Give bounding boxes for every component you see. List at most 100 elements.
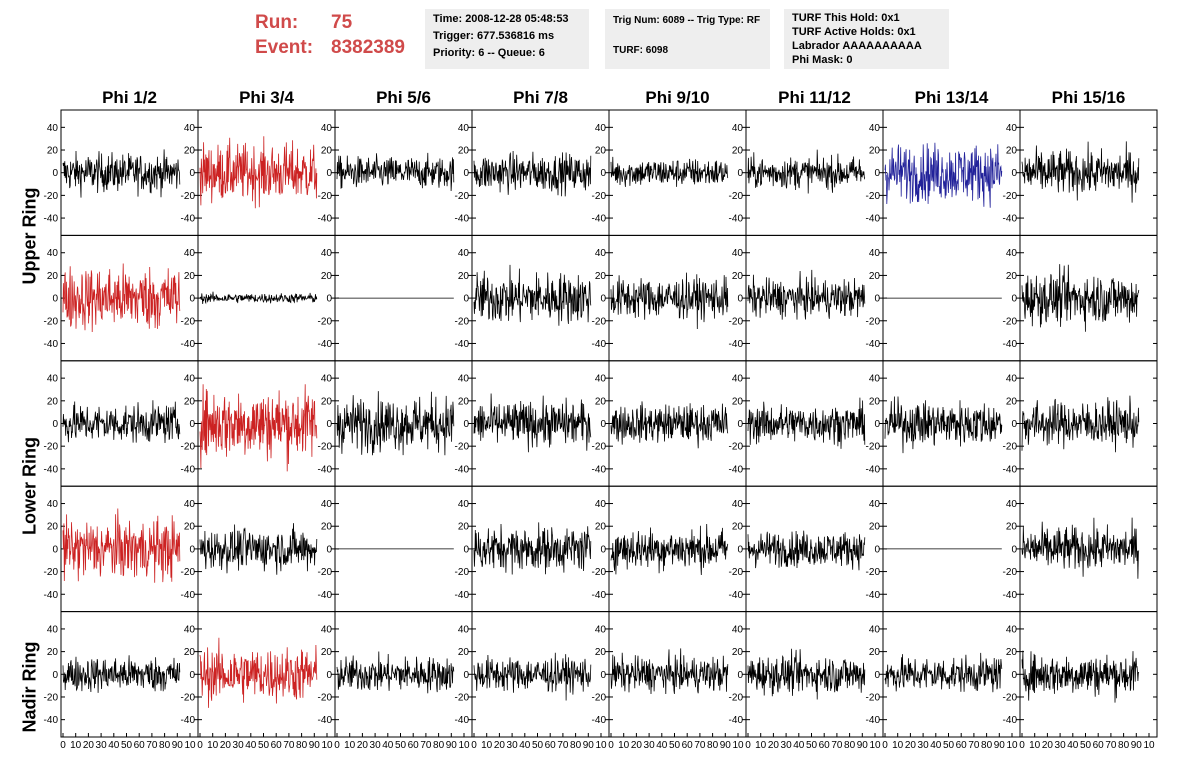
y-tick-label: -20 [44, 692, 59, 703]
x-tick-label: 10 [869, 740, 881, 751]
y-tick-label: 20 [732, 396, 744, 407]
waveform-trace [473, 652, 592, 701]
waveform-trace [610, 401, 729, 449]
y-tick-label: 20 [595, 396, 607, 407]
x-tick-label: 20 [768, 740, 780, 751]
y-tick-label: -20 [866, 191, 881, 202]
y-tick-label: 0 [600, 294, 606, 305]
waveform-trace [1021, 141, 1140, 203]
x-tick-label: 40 [108, 740, 120, 751]
y-tick-label: 40 [458, 499, 470, 510]
y-tick-label: 20 [184, 522, 196, 533]
x-tick-label: 10 [1143, 740, 1155, 751]
waveform-trace [884, 142, 1003, 208]
x-tick-label: 50 [258, 740, 270, 751]
x-tick-label: 70 [831, 740, 843, 751]
panel-r2-c1: -40 -20 0 20 40 [181, 360, 336, 487]
y-tick-label: 0 [1011, 294, 1017, 305]
panel-r4-c0: -40 -20 0 20 40 [44, 611, 199, 738]
x-tick-label: 10 [344, 740, 356, 751]
y-tick-label: 20 [458, 522, 470, 533]
y-tick-label: -40 [592, 214, 607, 225]
panel-r4-c3: -40 -20 0 20 40 [455, 611, 610, 738]
y-tick-label: -20 [455, 567, 470, 578]
waveform-trace [199, 523, 318, 575]
y-tick-label: 0 [326, 168, 332, 179]
labrador-line: Labrador AAAAAAAAAA [792, 40, 922, 52]
y-tick-label: 40 [47, 374, 59, 385]
y-tick-label: -40 [455, 339, 470, 350]
x-tick-label: 20 [357, 740, 369, 751]
y-tick-label: -40 [729, 590, 744, 601]
y-tick-label: 0 [189, 670, 195, 681]
trig-num-line: Trig Num: 6089 -- Trig Type: RF [613, 15, 761, 26]
y-tick-label: -40 [1003, 590, 1018, 601]
y-tick-label: -20 [592, 316, 607, 327]
y-tick-label: 0 [52, 168, 58, 179]
waveform-trace [1021, 517, 1140, 579]
y-tick-label: 20 [184, 271, 196, 282]
y-tick-label: -20 [455, 191, 470, 202]
waveform-trace [747, 149, 866, 194]
x-tick-label: 60 [1093, 740, 1105, 751]
y-tick-label: -40 [181, 590, 196, 601]
y-tick-label: -20 [181, 316, 196, 327]
x-tick-label: 90 [309, 740, 321, 751]
waveform-trace [473, 150, 592, 197]
panel-r2-c4: -40 -20 0 20 40 [592, 360, 747, 487]
y-tick-label: -20 [181, 692, 196, 703]
x-tick-label: 10 [1029, 740, 1041, 751]
panel-r3-c3: -40 -20 0 20 40 [455, 485, 610, 613]
y-tick-label: 0 [1011, 419, 1017, 430]
y-tick-label: -40 [1003, 464, 1018, 475]
y-tick-label: 40 [595, 123, 607, 134]
y-tick-label: 20 [458, 396, 470, 407]
y-tick-label: 40 [869, 374, 881, 385]
waveform-trace [473, 522, 592, 575]
y-tick-label: 20 [458, 271, 470, 282]
x-tick-label: 0 [608, 740, 614, 751]
y-tick-label: 0 [737, 419, 743, 430]
y-tick-label: 20 [595, 522, 607, 533]
y-tick-label: -40 [44, 715, 59, 726]
y-tick-label: 0 [463, 419, 469, 430]
panel-r2-c0: -40 -20 0 20 40 [44, 360, 199, 487]
event-value: 8382389 [331, 37, 405, 58]
y-tick-label: 20 [595, 271, 607, 282]
y-tick-label: 20 [321, 522, 333, 533]
y-tick-label: -20 [592, 442, 607, 453]
x-tick-label: 70 [1105, 740, 1117, 751]
waveform-trace [336, 651, 455, 694]
y-tick-label: 20 [458, 647, 470, 658]
y-tick-label: 40 [184, 248, 196, 259]
column-header-phi-9-10: Phi 9/10 [645, 88, 710, 107]
y-tick-label: 40 [732, 123, 744, 134]
x-tick-label: 70 [283, 740, 295, 751]
panel-r0-c3: -40 -20 0 20 40 [455, 109, 610, 236]
waveform-trace [610, 648, 729, 695]
x-tick-label: 50 [121, 740, 133, 751]
panel-r1-c0: -40 -20 0 20 40 [44, 234, 199, 362]
y-tick-label: -40 [44, 339, 59, 350]
y-tick-label: 40 [184, 374, 196, 385]
x-tick-label: 40 [519, 740, 531, 751]
x-tick-label: 80 [159, 740, 171, 751]
y-tick-label: -40 [592, 715, 607, 726]
y-tick-label: -20 [866, 316, 881, 327]
y-tick-label: -40 [1003, 214, 1018, 225]
x-tick-label: 50 [532, 740, 544, 751]
x-tick-label: 40 [930, 740, 942, 751]
waveform-trace [884, 396, 1003, 454]
waveform-trace [747, 397, 866, 449]
y-tick-label: 20 [869, 396, 881, 407]
y-tick-label: 20 [184, 396, 196, 407]
y-tick-label: 0 [326, 544, 332, 555]
waveform-trace [62, 655, 181, 693]
y-tick-label: 40 [47, 248, 59, 259]
y-tick-label: -20 [866, 692, 881, 703]
y-tick-label: 0 [600, 544, 606, 555]
panel-r3-c1: -40 -20 0 20 40 [181, 485, 336, 613]
x-tick-label: 60 [545, 740, 557, 751]
y-tick-label: 40 [458, 248, 470, 259]
column-header-phi-7-8: Phi 7/8 [513, 88, 568, 107]
